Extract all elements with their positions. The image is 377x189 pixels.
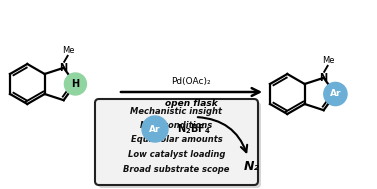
FancyBboxPatch shape <box>95 99 258 185</box>
Text: N₂: N₂ <box>244 160 260 174</box>
Circle shape <box>324 82 347 106</box>
Text: Ar: Ar <box>149 125 161 133</box>
Text: Me: Me <box>322 56 335 65</box>
FancyBboxPatch shape <box>98 102 261 188</box>
Text: N: N <box>320 73 328 83</box>
Text: N: N <box>60 63 68 73</box>
Text: Low catalyst loading: Low catalyst loading <box>128 150 225 159</box>
Text: Ar: Ar <box>329 90 341 98</box>
Text: open flask: open flask <box>165 99 218 108</box>
Text: Mild conditions: Mild conditions <box>140 121 213 130</box>
Circle shape <box>142 116 168 142</box>
Text: Me: Me <box>63 46 75 55</box>
Text: Equimolar amounts: Equimolar amounts <box>130 136 222 145</box>
Text: Mechanistic insight: Mechanistic insight <box>130 106 222 115</box>
Circle shape <box>64 73 86 95</box>
Text: H: H <box>71 79 80 89</box>
Text: Broad substrate scope: Broad substrate scope <box>123 164 230 174</box>
Text: $\mathbf{N_2BF_4}$: $\mathbf{N_2BF_4}$ <box>177 122 211 136</box>
Text: Pd(OAc)₂: Pd(OAc)₂ <box>171 77 211 86</box>
